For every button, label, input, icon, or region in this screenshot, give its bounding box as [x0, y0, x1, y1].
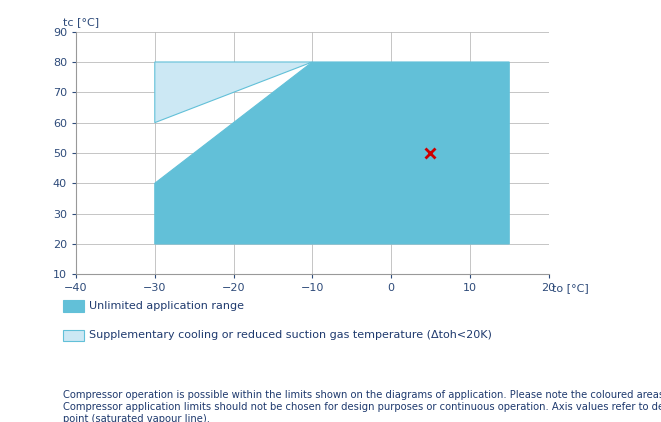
Text: Supplementary cooling or reduced suction gas temperature (Δtoh<20K): Supplementary cooling or reduced suction… [89, 330, 492, 341]
Text: to [°C]: to [°C] [552, 283, 589, 293]
Text: Unlimited application range: Unlimited application range [89, 301, 244, 311]
Text: Compressor operation is possible within the limits shown on the diagrams of appl: Compressor operation is possible within … [63, 390, 661, 422]
Polygon shape [155, 62, 312, 123]
Text: tc [°C]: tc [°C] [63, 17, 99, 27]
Polygon shape [155, 62, 509, 244]
